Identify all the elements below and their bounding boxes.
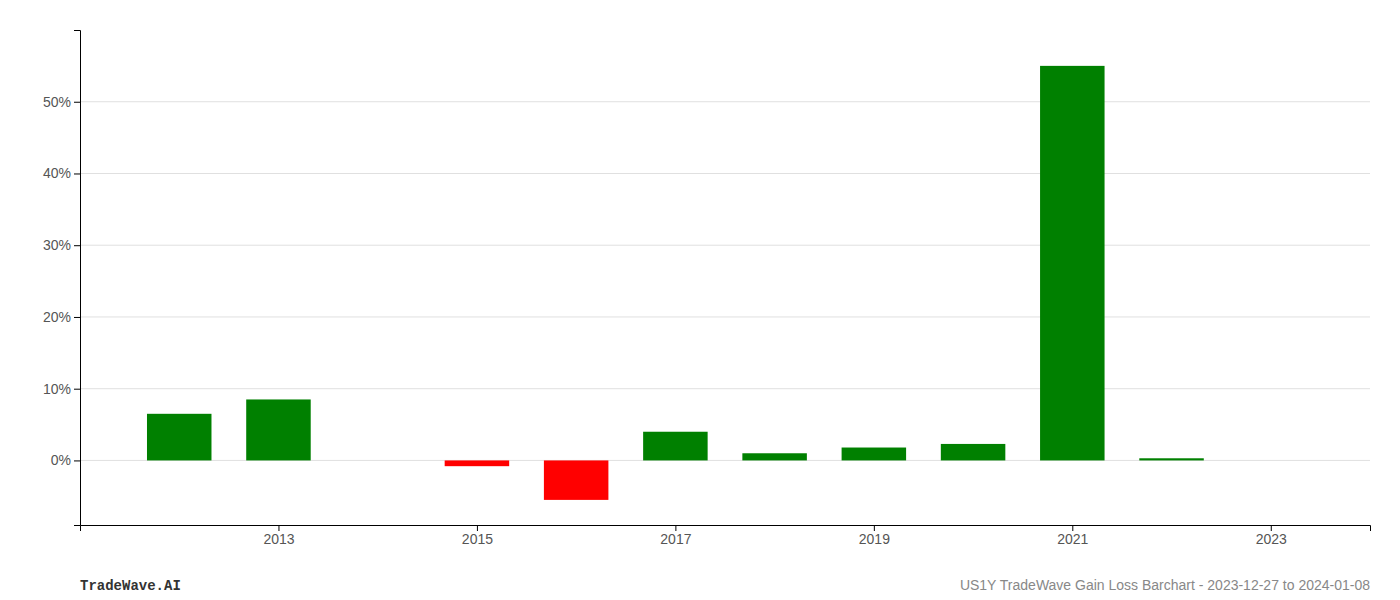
- grid-line: [80, 173, 1370, 174]
- bar: [544, 460, 609, 499]
- tick: 2021: [1057, 525, 1088, 547]
- tick: 2023: [1256, 525, 1287, 547]
- tick-mark: [74, 389, 80, 390]
- tick: 10%: [43, 381, 80, 397]
- bar: [941, 444, 1006, 461]
- tick-label: 0%: [51, 452, 71, 468]
- bar: [246, 399, 311, 460]
- tick-label: 10%: [43, 381, 71, 397]
- footer-left: TradeWave.AI: [80, 578, 181, 594]
- tick: 40%: [43, 165, 80, 181]
- plot: 2013 2015 2017 2019 2021 2023 0% 10% 20% 30% 40% 50…: [43, 31, 1371, 547]
- tick-label: 30%: [43, 237, 71, 253]
- tick: 20%: [43, 309, 80, 325]
- grid-line: [80, 101, 1370, 102]
- tick-mark: [74, 317, 80, 318]
- bar: [1139, 458, 1204, 460]
- y-axis-line: [74, 31, 81, 526]
- tick-mark: [74, 102, 80, 103]
- tick-label: 2013: [263, 531, 294, 547]
- tick-mark: [74, 173, 80, 174]
- tick-mark: [74, 245, 80, 246]
- grid-line: [80, 388, 1370, 389]
- tick: 30%: [43, 237, 80, 253]
- tick: 2019: [859, 525, 890, 547]
- x-axis: 2013 2015 2017 2019 2021 2023: [81, 525, 1371, 547]
- tick: 0%: [51, 452, 80, 468]
- tick-label: 2023: [1256, 531, 1287, 547]
- bar: [643, 432, 708, 461]
- y-axis: 0% 10% 20% 30% 40% 50%: [43, 31, 81, 526]
- tick-label: 40%: [43, 165, 71, 181]
- tick: 2015: [462, 525, 493, 547]
- chart: 2013 2015 2017 2019 2021 2023 0% 10% 20% 30% 40% 50…: [0, 0, 1400, 600]
- bar: [1040, 66, 1105, 461]
- footer-right: US1Y TradeWave Gain Loss Barchart - 2023…: [960, 577, 1370, 593]
- bar: [842, 448, 907, 461]
- tick-label: 2019: [859, 531, 890, 547]
- tick-label: 2015: [462, 531, 493, 547]
- grid-line: [80, 245, 1370, 246]
- bar: [445, 460, 510, 466]
- tick-label: 50%: [43, 94, 71, 110]
- tick: 2017: [660, 525, 691, 547]
- tick: 50%: [43, 94, 80, 110]
- grid-line: [80, 316, 1370, 317]
- grid: [80, 102, 1370, 461]
- tick-label: 2017: [660, 531, 691, 547]
- tick-mark: [74, 460, 80, 461]
- bar: [147, 414, 212, 461]
- tick-label: 2021: [1057, 531, 1088, 547]
- bars: [147, 66, 1204, 500]
- bar: [742, 453, 807, 460]
- tick: 2013: [263, 525, 294, 547]
- tick-label: 20%: [43, 309, 71, 325]
